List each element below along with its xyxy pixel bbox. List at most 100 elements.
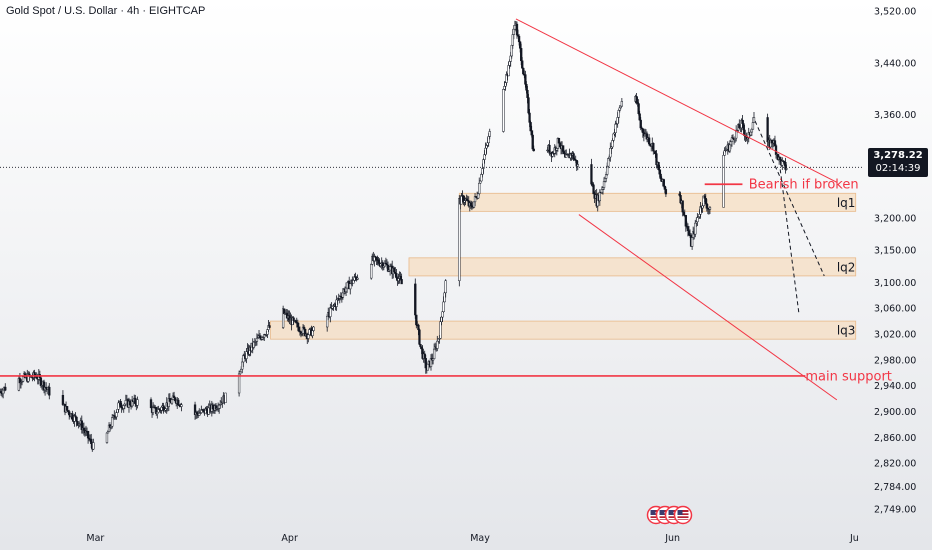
liquidity-zone-lq2[interactable] xyxy=(408,257,857,277)
candle-body xyxy=(424,358,427,369)
candle-body xyxy=(641,128,644,133)
candle xyxy=(443,291,446,303)
projection-path-1[interactable] xyxy=(754,120,825,277)
candle xyxy=(708,205,712,215)
flag-canton xyxy=(659,510,665,515)
candle-body xyxy=(752,117,756,123)
candle-body xyxy=(440,316,443,322)
candle xyxy=(418,328,421,346)
x-tick-label: Apr xyxy=(281,533,298,544)
flag-stripe xyxy=(677,515,689,517)
candle xyxy=(48,383,51,400)
candle-body xyxy=(4,386,7,391)
candle-body xyxy=(86,431,90,439)
y-tick-label: 3,020.00 xyxy=(874,330,916,341)
candle-body xyxy=(779,156,782,160)
candle-body xyxy=(296,322,299,328)
candle-body xyxy=(502,89,505,132)
candle-body xyxy=(504,82,507,87)
candle-body xyxy=(439,321,442,339)
candle-body xyxy=(117,402,120,410)
candle-body xyxy=(379,263,382,267)
candle-body xyxy=(729,141,733,146)
candle-body xyxy=(511,34,514,46)
candle-body xyxy=(344,287,348,293)
candle-body xyxy=(617,110,620,118)
economic-events-icon[interactable] xyxy=(646,505,698,525)
candle-body xyxy=(766,117,769,143)
candle-body xyxy=(738,124,741,129)
candle-body xyxy=(774,145,778,155)
candle-body xyxy=(705,203,708,209)
candle-body xyxy=(177,399,180,406)
x-tick-label: Mar xyxy=(86,533,104,544)
candle-body xyxy=(370,264,373,279)
candle-body xyxy=(105,432,109,443)
candle-body xyxy=(509,55,512,62)
candle xyxy=(502,88,505,133)
candle-body xyxy=(160,407,163,411)
candle-body xyxy=(345,282,349,289)
projection-path-2[interactable] xyxy=(779,169,800,315)
x-tick-label: May xyxy=(470,533,490,544)
candle xyxy=(664,186,668,197)
candle-body xyxy=(92,442,95,450)
candle-body xyxy=(485,145,488,149)
candle-body xyxy=(82,427,86,431)
candle-body xyxy=(486,142,489,146)
candle-body xyxy=(116,408,119,413)
candle-body xyxy=(614,123,617,133)
x-tick-label: Ju xyxy=(849,533,859,544)
candle-body xyxy=(598,191,601,202)
candle-body xyxy=(122,405,125,409)
candle-body xyxy=(292,317,295,321)
candle-body xyxy=(335,299,338,307)
candle-body xyxy=(136,399,139,406)
candle xyxy=(752,112,756,123)
flag-canton xyxy=(650,510,656,515)
y-tick-label: 3,060.00 xyxy=(874,304,916,315)
upper-trendline[interactable] xyxy=(515,18,838,183)
y-tick-label: 3,360.00 xyxy=(874,110,916,121)
candle-body xyxy=(662,179,665,187)
y-tick-label: 2,860.00 xyxy=(874,433,916,444)
candle xyxy=(414,278,417,319)
y-tick-label: 2,784.00 xyxy=(874,482,916,493)
candle-body xyxy=(307,334,310,339)
candle-body xyxy=(1,389,5,395)
candle-body xyxy=(728,144,732,152)
candle-body xyxy=(426,363,430,371)
candle-body xyxy=(572,153,575,160)
y-tick-label: 2,940.00 xyxy=(874,381,916,392)
candle-body xyxy=(252,341,255,348)
candle-body xyxy=(441,311,444,318)
candle-body xyxy=(555,148,558,151)
candle-body xyxy=(773,140,777,146)
lower-trendline[interactable] xyxy=(578,214,838,401)
candle-body xyxy=(61,394,65,405)
candle-body xyxy=(703,195,706,199)
candle-body xyxy=(609,147,612,158)
candle-body xyxy=(619,105,622,109)
candle-body xyxy=(115,412,118,418)
candle-body xyxy=(341,292,345,298)
zone-label-lq1: lq1 xyxy=(837,196,856,210)
zone-label-lq3: lq3 xyxy=(837,324,856,338)
candle-body xyxy=(686,226,690,232)
candle-body xyxy=(639,119,642,129)
liquidity-zone-lq3[interactable] xyxy=(270,320,857,340)
candle-body xyxy=(592,184,595,195)
liquidity-zone-lq1[interactable] xyxy=(458,192,857,212)
candle xyxy=(576,160,579,171)
candle-body xyxy=(35,376,38,379)
candle-body xyxy=(442,301,445,313)
candle-body xyxy=(311,330,314,337)
candle-body xyxy=(647,137,651,145)
candle-body xyxy=(460,195,463,205)
candle-body xyxy=(682,211,685,216)
candle-body xyxy=(522,67,525,75)
candle-body xyxy=(90,438,93,444)
candle xyxy=(92,438,95,451)
